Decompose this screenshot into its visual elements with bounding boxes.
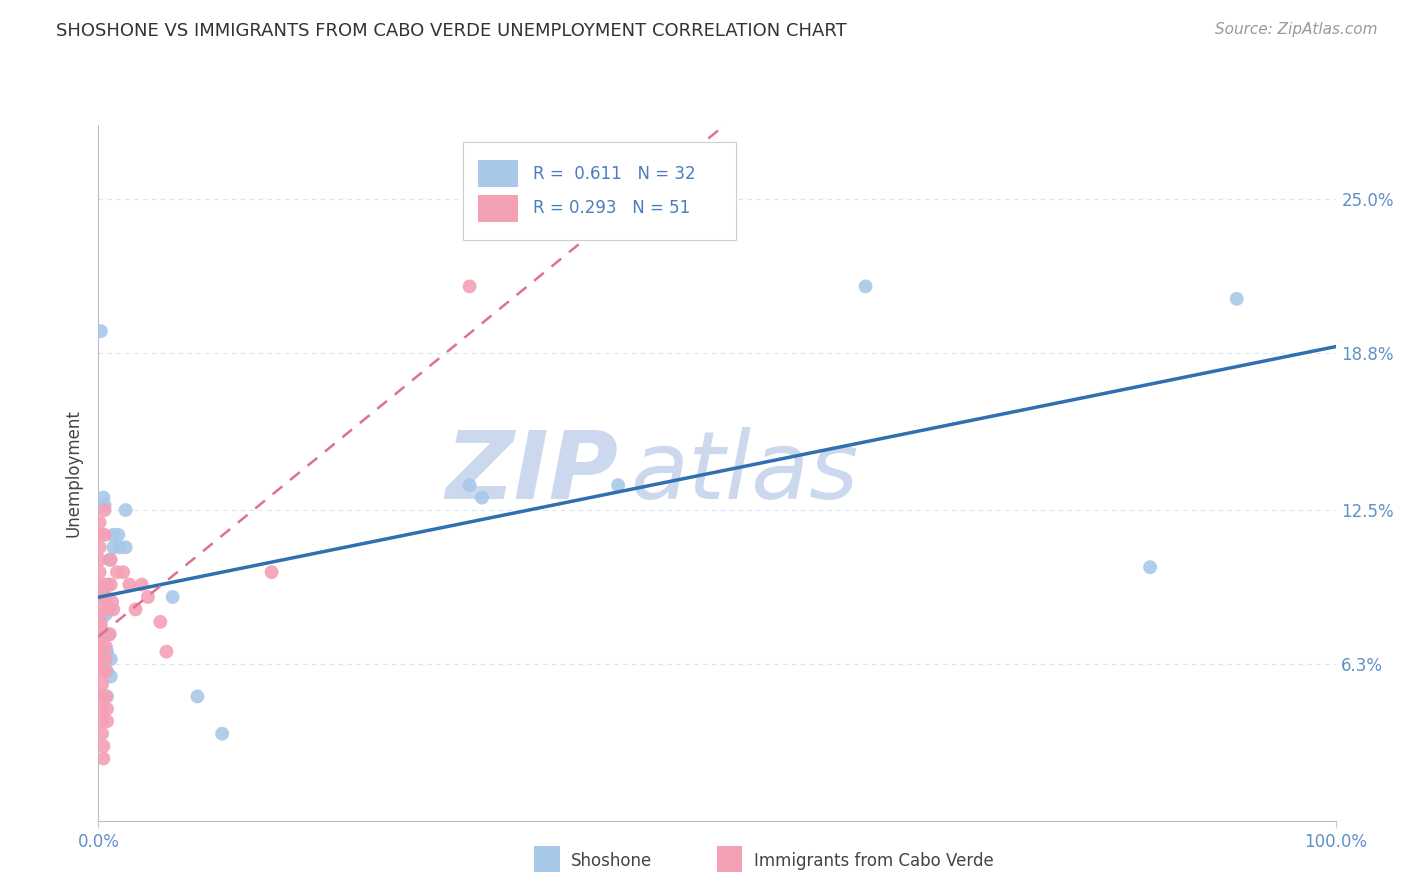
Point (94, 645, 117, 659)
Point (93, 607, 115, 622)
Point (89, 577, 111, 591)
Point (90, 627, 112, 641)
Point (136, 590, 159, 604)
Point (103, 602, 125, 616)
Point (98, 602, 121, 616)
Text: R =  0.611   N = 32: R = 0.611 N = 32 (533, 165, 696, 183)
Point (94, 590, 117, 604)
Point (100, 669, 122, 683)
Point (101, 595, 124, 609)
Point (114, 541, 136, 555)
Text: ZIP: ZIP (446, 426, 619, 519)
FancyBboxPatch shape (464, 142, 735, 240)
Point (112, 565, 135, 579)
Point (91, 665, 114, 679)
Point (93, 751, 115, 765)
Point (105, 565, 128, 579)
Point (98, 627, 121, 641)
Point (90, 647, 112, 661)
Point (471, 491, 494, 505)
Text: Source: ZipAtlas.com: Source: ZipAtlas.com (1215, 22, 1378, 37)
Point (96, 665, 118, 679)
Point (91, 677, 114, 691)
Point (100, 552, 122, 567)
Point (89, 565, 111, 579)
Point (260, 565, 283, 579)
Point (114, 503, 136, 517)
Point (94, 652, 117, 666)
Text: Shoshone: Shoshone (571, 852, 652, 870)
Point (103, 528, 125, 542)
Point (107, 528, 129, 542)
Point (90, 324, 112, 338)
Point (1226, 292, 1249, 306)
Point (90, 615, 112, 629)
Point (94, 690, 117, 704)
Point (89, 552, 111, 567)
Point (186, 690, 208, 704)
Bar (478, 195, 517, 221)
Point (1139, 560, 1161, 574)
Point (108, 541, 131, 555)
Point (97, 602, 120, 616)
Point (94, 607, 117, 622)
Point (96, 690, 118, 704)
Point (93, 528, 115, 542)
Point (91, 702, 114, 716)
Point (162, 590, 184, 604)
Point (97, 577, 120, 591)
Point (90, 640, 112, 654)
Point (96, 714, 118, 729)
Point (93, 491, 115, 505)
Point (607, 478, 630, 492)
Point (458, 279, 481, 293)
Text: R = 0.293   N = 51: R = 0.293 N = 51 (533, 200, 690, 218)
Point (100, 577, 122, 591)
Point (458, 478, 481, 492)
Point (94, 590, 117, 604)
Point (93, 659, 115, 673)
Bar (478, 161, 517, 186)
Point (91, 726, 114, 740)
Point (98, 627, 121, 641)
Point (90, 620, 112, 634)
Point (89, 528, 111, 542)
Text: SHOSHONE VS IMMIGRANTS FROM CABO VERDE UNEMPLOYMENT CORRELATION CHART: SHOSHONE VS IMMIGRANTS FROM CABO VERDE U… (56, 22, 846, 40)
Point (131, 577, 153, 591)
Point (89, 541, 111, 555)
Point (155, 645, 177, 659)
Point (100, 652, 122, 666)
Point (90, 602, 112, 616)
Point (94, 665, 117, 679)
Y-axis label: Unemployment: Unemployment (65, 409, 83, 537)
Point (90, 590, 112, 604)
Point (98, 552, 121, 567)
Point (90, 634, 112, 648)
Text: Immigrants from Cabo Verde: Immigrants from Cabo Verde (754, 852, 994, 870)
Point (96, 627, 118, 641)
Point (96, 702, 118, 716)
Point (118, 577, 141, 591)
Point (90, 652, 112, 666)
Point (103, 541, 125, 555)
Point (211, 726, 233, 740)
Point (89, 516, 111, 530)
Point (91, 714, 114, 729)
Point (93, 739, 115, 753)
Point (93, 577, 115, 591)
Point (91, 690, 114, 704)
Point (96, 645, 118, 659)
Point (93, 498, 115, 512)
Point (91, 659, 114, 673)
Text: atlas: atlas (630, 427, 859, 518)
Point (94, 640, 117, 654)
Point (855, 279, 877, 293)
Point (124, 602, 146, 616)
Point (149, 615, 172, 629)
Point (93, 503, 115, 517)
